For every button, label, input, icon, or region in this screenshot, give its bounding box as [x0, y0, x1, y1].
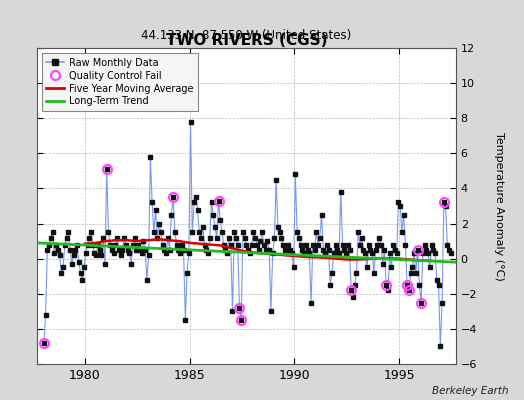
Text: 44.133 N, 87.550 W (United States): 44.133 N, 87.550 W (United States)	[141, 29, 352, 42]
Y-axis label: Temperature Anomaly (°C): Temperature Anomaly (°C)	[494, 132, 504, 280]
Text: Berkeley Earth: Berkeley Earth	[432, 386, 508, 396]
Title: TWO RIVERS (CGS): TWO RIVERS (CGS)	[166, 33, 327, 48]
Legend: Raw Monthly Data, Quality Control Fail, Five Year Moving Average, Long-Term Tren: Raw Monthly Data, Quality Control Fail, …	[41, 53, 198, 111]
